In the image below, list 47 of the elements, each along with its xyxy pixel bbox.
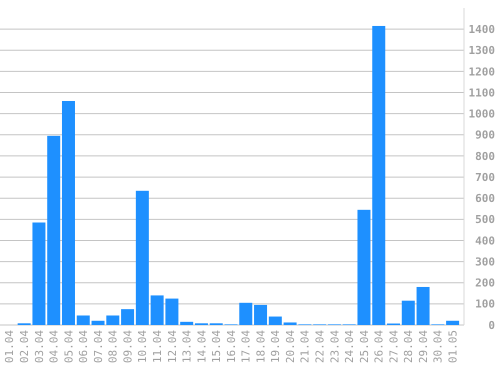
y-tick-label: 1400	[468, 22, 495, 36]
x-tick-label: 19.04	[269, 330, 282, 364]
x-tick-label: 05.04	[62, 330, 76, 364]
x-tick-label: 28.04	[402, 330, 416, 364]
y-tick-label: 100	[475, 298, 495, 311]
y-tick-label: 800	[475, 150, 495, 163]
x-tick-label: 26.04	[372, 330, 386, 364]
x-tick-label: 16.04	[224, 330, 238, 364]
x-tick-label: 01.04	[3, 330, 16, 364]
x-tick-label: 09.04	[121, 330, 134, 364]
bar	[62, 100, 75, 325]
y-tick-label: 700	[475, 170, 495, 184]
y-tick-label: 900	[475, 128, 495, 142]
y-tick-label: 1100	[468, 86, 495, 100]
y-tick-label: 1200	[468, 65, 495, 78]
x-tick-label: 23.04	[328, 330, 342, 364]
y-tick-label: 1300	[468, 44, 495, 58]
x-tick-label: 02.04	[18, 330, 32, 364]
y-tick-label: 200	[475, 276, 495, 290]
y-tick-label: 1000	[468, 108, 495, 121]
x-tick-label: 15.04	[210, 330, 224, 364]
y-tick-label: 300	[475, 255, 495, 268]
x-tick-label: 29.04	[416, 330, 430, 364]
x-tick-label: 30.04	[432, 330, 445, 364]
x-tick-label: 13.04	[180, 330, 194, 364]
x-tick-label: 25.04	[358, 330, 371, 364]
x-tick-label: 20.04	[284, 330, 297, 364]
y-tick-label: 600	[475, 192, 495, 206]
x-tick-label: 08.04	[106, 330, 120, 364]
x-tick-label: 07.04	[92, 330, 105, 364]
x-tick-label: 12.04	[166, 330, 179, 364]
x-tick-label: 14.04	[195, 330, 208, 364]
x-tick-label: 17.04	[240, 330, 253, 364]
y-tick-label: 0	[488, 318, 495, 332]
x-tick-label: 01.05	[446, 330, 460, 364]
x-tick-label: 22.04	[313, 330, 326, 364]
x-tick-label: 27.04	[387, 330, 400, 364]
x-tick-label: 18.04	[254, 330, 268, 364]
x-tick-label: 24.04	[343, 330, 356, 364]
x-tick-label: 04.04	[48, 330, 61, 364]
y-tick-label: 500	[475, 213, 495, 226]
y-tick-label: 400	[475, 234, 495, 248]
x-tick-label: 11.04	[150, 330, 164, 364]
x-tick-label: 06.04	[77, 330, 90, 364]
x-tick-label: 10.04	[136, 330, 150, 364]
x-tick-label: 03.04	[32, 330, 46, 364]
x-tick-label: 21.04	[298, 330, 312, 364]
